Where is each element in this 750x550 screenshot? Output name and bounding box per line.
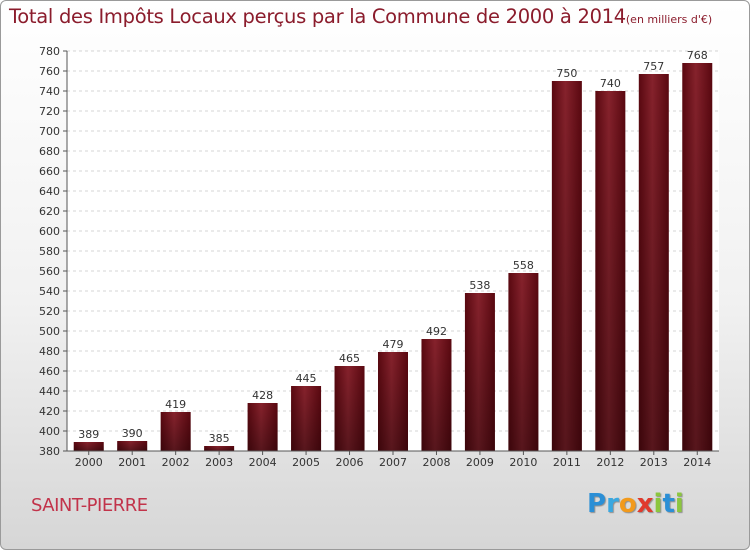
x-tick-label: 2008 <box>422 456 450 469</box>
y-tick-label: 780 <box>39 45 60 58</box>
x-tick-label: 2001 <box>118 456 146 469</box>
y-tick-label: 760 <box>39 65 60 78</box>
x-tick-label: 2004 <box>249 456 277 469</box>
logo-letter: P <box>587 489 607 519</box>
commune-name: SAINT-PIERRE <box>31 495 148 516</box>
x-tick-label: 2002 <box>162 456 190 469</box>
bar-value-label: 385 <box>209 432 230 445</box>
chart-title-text: Total des Impôts Locaux perçus par la Co… <box>9 5 626 28</box>
y-tick-label: 700 <box>39 125 60 138</box>
bar-value-label: 445 <box>296 372 317 385</box>
logo-letter: t <box>662 489 675 519</box>
bar-shade <box>247 403 278 451</box>
bar-shade <box>464 293 495 451</box>
x-tick-label: 2003 <box>205 456 233 469</box>
bar-value-label: 558 <box>513 259 534 272</box>
y-tick-label: 580 <box>39 245 60 258</box>
bar-shade <box>160 412 191 451</box>
bar-shade <box>551 81 582 451</box>
bar-shade <box>117 441 148 451</box>
bar-shade <box>421 339 452 451</box>
bar-shade <box>595 91 626 451</box>
x-tick-label: 2006 <box>336 456 364 469</box>
y-tick-label: 660 <box>39 165 60 178</box>
logo-letter: i <box>674 489 684 519</box>
y-tick-label: 380 <box>39 445 60 458</box>
y-tick-label: 480 <box>39 345 60 358</box>
y-tick-label: 500 <box>39 325 60 338</box>
bar-value-label: 465 <box>339 352 360 365</box>
bar-value-label: 740 <box>600 77 621 90</box>
bar-value-label: 428 <box>252 389 273 402</box>
proxiti-logo: Proxiti <box>587 489 684 519</box>
x-tick-label: 2007 <box>379 456 407 469</box>
y-tick-label: 520 <box>39 305 60 318</box>
y-tick-label: 460 <box>39 365 60 378</box>
x-tick-label: 2005 <box>292 456 320 469</box>
bar-value-label: 479 <box>383 338 404 351</box>
logo-letter: r <box>606 489 619 519</box>
bar-value-label: 750 <box>556 67 577 80</box>
y-tick-label: 640 <box>39 185 60 198</box>
bar-shade <box>334 366 365 451</box>
x-tick-label: 2010 <box>509 456 537 469</box>
bar-shade <box>291 386 322 451</box>
bar-shade <box>508 273 539 451</box>
bar-value-label: 419 <box>165 398 186 411</box>
x-tick-label: 2009 <box>466 456 494 469</box>
y-tick-label: 620 <box>39 205 60 218</box>
logo-letter: i <box>653 489 663 519</box>
y-tick-label: 720 <box>39 105 60 118</box>
bar-value-label: 389 <box>78 428 99 441</box>
bar-shade <box>378 352 408 451</box>
y-tick-label: 740 <box>39 85 60 98</box>
y-tick-label: 560 <box>39 265 60 278</box>
x-tick-label: 2014 <box>683 456 711 469</box>
chart-title: Total des Impôts Locaux perçus par la Co… <box>9 5 712 28</box>
y-tick-label: 400 <box>39 425 60 438</box>
bar-value-label: 768 <box>687 49 708 62</box>
bar-shade <box>682 63 713 451</box>
y-tick-label: 600 <box>39 225 60 238</box>
y-tick-label: 540 <box>39 285 60 298</box>
x-tick-label: 2011 <box>553 456 581 469</box>
bar-shade <box>638 74 669 451</box>
bar-shade <box>73 442 104 451</box>
bar-value-label: 538 <box>469 279 490 292</box>
bar-shade <box>204 446 235 451</box>
bar-value-label: 492 <box>426 325 447 338</box>
logo-letter: x <box>636 489 654 519</box>
x-tick-label: 2013 <box>640 456 668 469</box>
chart-unit-label: (en milliers d'€) <box>625 13 713 26</box>
x-tick-label: 2000 <box>75 456 103 469</box>
y-tick-label: 440 <box>39 385 60 398</box>
bar-value-label: 390 <box>122 427 143 440</box>
y-tick-label: 680 <box>39 145 60 158</box>
logo-letter: o <box>618 489 637 519</box>
x-tick-label: 2012 <box>596 456 624 469</box>
y-tick-label: 420 <box>39 405 60 418</box>
bar-value-label: 757 <box>643 60 664 73</box>
